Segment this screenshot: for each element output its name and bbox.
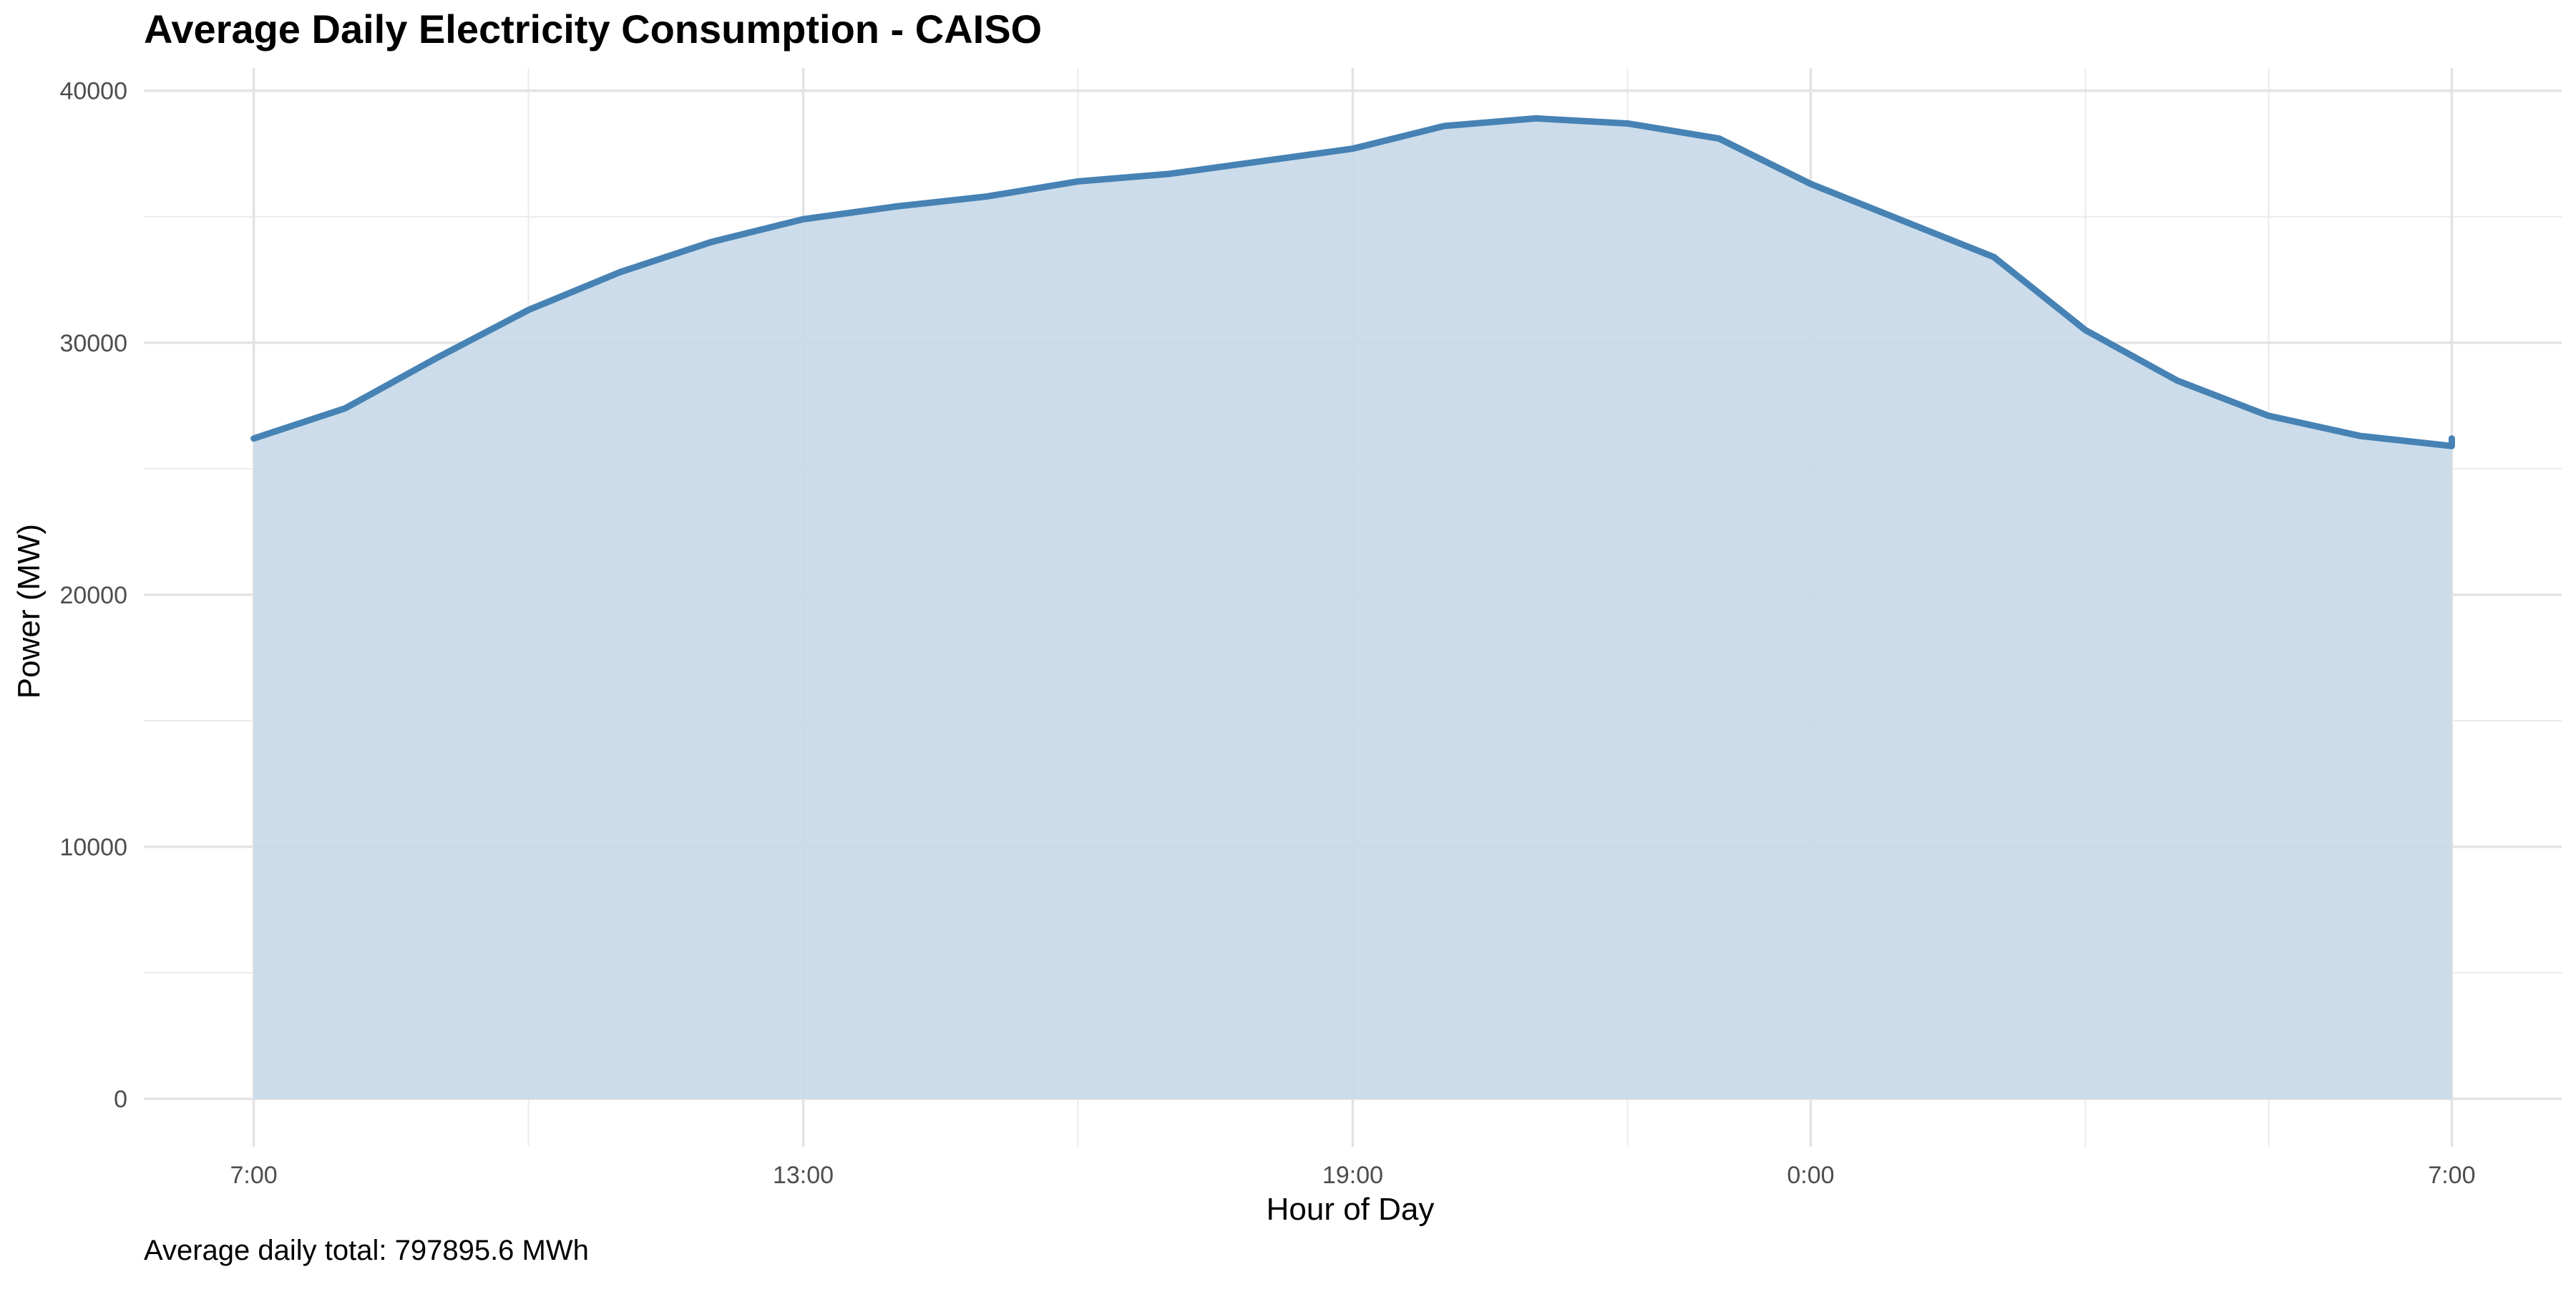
line-layer <box>250 115 2455 450</box>
data-point <box>984 194 990 200</box>
data-point <box>1167 171 1173 177</box>
x-tick-label: 7:00 <box>230 1162 277 1189</box>
data-point <box>1441 123 1447 129</box>
data-point <box>1991 254 1996 260</box>
data-point <box>1807 181 1813 187</box>
data-point <box>709 239 715 245</box>
data-point <box>2082 327 2088 333</box>
y-tick-label: 0 <box>114 1086 127 1113</box>
series-line <box>250 115 2455 450</box>
x-tick-label: 13:00 <box>773 1162 834 1189</box>
y-tick-label: 20000 <box>59 582 127 609</box>
area-layer <box>253 118 2452 1099</box>
data-point <box>1350 146 1356 152</box>
y-tick-label: 40000 <box>59 78 127 105</box>
data-point <box>892 204 898 210</box>
y-tick-label: 30000 <box>59 330 127 357</box>
data-point <box>1716 136 1722 142</box>
data-point <box>343 405 348 411</box>
data-point <box>801 216 806 222</box>
data-point <box>526 307 532 313</box>
data-point <box>251 436 257 442</box>
data-point <box>1075 178 1081 184</box>
data-point <box>434 355 440 361</box>
data-point <box>2357 433 2363 439</box>
x-tick-label: 19:00 <box>1322 1162 1383 1189</box>
data-point <box>2449 443 2454 449</box>
data-point <box>2174 378 2180 384</box>
x-tick-label: 0:00 <box>1787 1162 1834 1189</box>
data-point <box>1624 120 1630 126</box>
data-point <box>2449 436 2454 442</box>
x-axis-label: Hour of Day <box>1267 1192 1435 1227</box>
y-tick-label: 10000 <box>59 834 127 861</box>
data-point <box>1533 115 1538 121</box>
chart-caption: Average daily total: 797895.6 MWh <box>144 1235 589 1266</box>
chart-title: Average Daily Electricity Consumption - … <box>144 6 1043 52</box>
data-point <box>618 269 623 275</box>
axis-layer: 0 10000 20000 30000 40000 7:00 13:00 19:00 0:00 7… <box>59 78 2475 1189</box>
x-tick-label: 7:00 <box>2428 1162 2475 1189</box>
data-point <box>1259 158 1264 164</box>
series-area <box>253 118 2452 1099</box>
data-point <box>2265 413 2271 419</box>
y-axis-label: Power (MW) <box>11 524 47 699</box>
